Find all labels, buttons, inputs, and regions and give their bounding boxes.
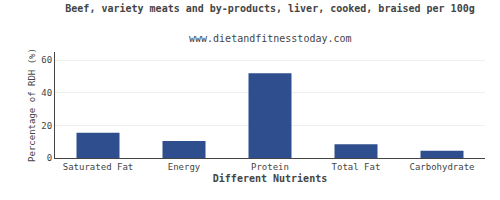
svg-text:Saturated Fat: Saturated Fat bbox=[63, 162, 133, 172]
svg-text:www.dietandfitnesstoday.com: www.dietandfitnesstoday.com bbox=[189, 33, 352, 44]
svg-text:Different Nutrients: Different Nutrients bbox=[213, 173, 327, 184]
svg-text:40: 40 bbox=[41, 88, 52, 98]
svg-text:Total Fat: Total Fat bbox=[332, 162, 381, 172]
svg-text:20: 20 bbox=[41, 121, 52, 131]
svg-text:Energy: Energy bbox=[168, 162, 201, 172]
svg-text:0: 0 bbox=[47, 153, 52, 163]
svg-text:Carbohydrate: Carbohydrate bbox=[409, 162, 474, 172]
svg-text:Beef, variety meats and by-pro: Beef, variety meats and by-products, liv… bbox=[65, 3, 474, 14]
svg-text:60: 60 bbox=[41, 55, 52, 65]
svg-text:Protein: Protein bbox=[251, 162, 289, 172]
svg-text:Percentage of RDH (%): Percentage of RDH (%) bbox=[27, 48, 37, 162]
